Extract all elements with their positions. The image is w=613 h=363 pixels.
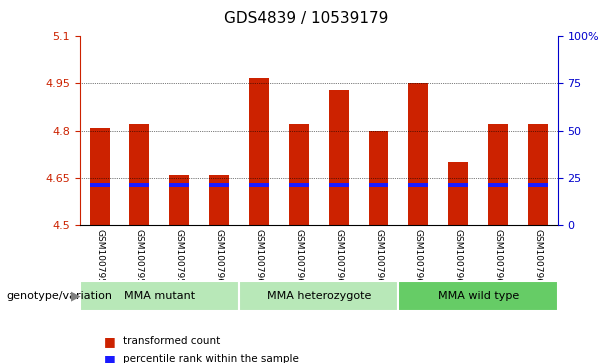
Bar [329,90,349,225]
Bar [289,125,309,225]
Text: GSM1007963: GSM1007963 [334,229,343,290]
Text: GSM1007959: GSM1007959 [175,229,184,290]
Text: MMA wild type: MMA wild type [438,291,519,301]
Bar [169,183,189,187]
Text: GSM1007962: GSM1007962 [294,229,303,290]
Text: ■: ■ [104,353,116,363]
Bar [329,183,349,187]
Text: percentile rank within the sample: percentile rank within the sample [123,354,299,363]
Text: MMA heterozygote: MMA heterozygote [267,291,371,301]
Bar [129,125,150,225]
Text: GSM1007960: GSM1007960 [215,229,224,290]
Text: GSM1007961: GSM1007961 [254,229,264,290]
Text: GSM1007958: GSM1007958 [135,229,144,290]
Bar [528,183,548,187]
Bar [448,183,468,187]
Bar [209,183,229,187]
Bar [209,175,229,225]
Text: GSM1007968: GSM1007968 [533,229,543,290]
FancyBboxPatch shape [80,281,239,310]
FancyBboxPatch shape [239,281,398,310]
Text: GSM1007965: GSM1007965 [414,229,423,290]
Bar [368,183,389,187]
Bar [448,162,468,225]
Text: transformed count: transformed count [123,336,220,346]
Text: MMA mutant: MMA mutant [124,291,195,301]
Bar [289,183,309,187]
Bar [129,183,150,187]
Text: GSM1007966: GSM1007966 [454,229,463,290]
Text: GSM1007964: GSM1007964 [374,229,383,290]
Text: ■: ■ [104,335,116,348]
Bar [488,125,508,225]
Bar [408,83,428,225]
Text: genotype/variation: genotype/variation [6,291,112,301]
Bar [249,78,269,225]
Bar [368,131,389,225]
Bar [249,183,269,187]
FancyBboxPatch shape [398,281,558,310]
Text: GSM1007957: GSM1007957 [95,229,104,290]
Bar [488,183,508,187]
Text: GSM1007967: GSM1007967 [493,229,503,290]
Bar [169,175,189,225]
Bar [408,183,428,187]
Bar [89,127,110,225]
Bar [528,125,548,225]
Bar [89,183,110,187]
Text: GDS4839 / 10539179: GDS4839 / 10539179 [224,11,389,26]
Text: ▶: ▶ [70,289,80,302]
